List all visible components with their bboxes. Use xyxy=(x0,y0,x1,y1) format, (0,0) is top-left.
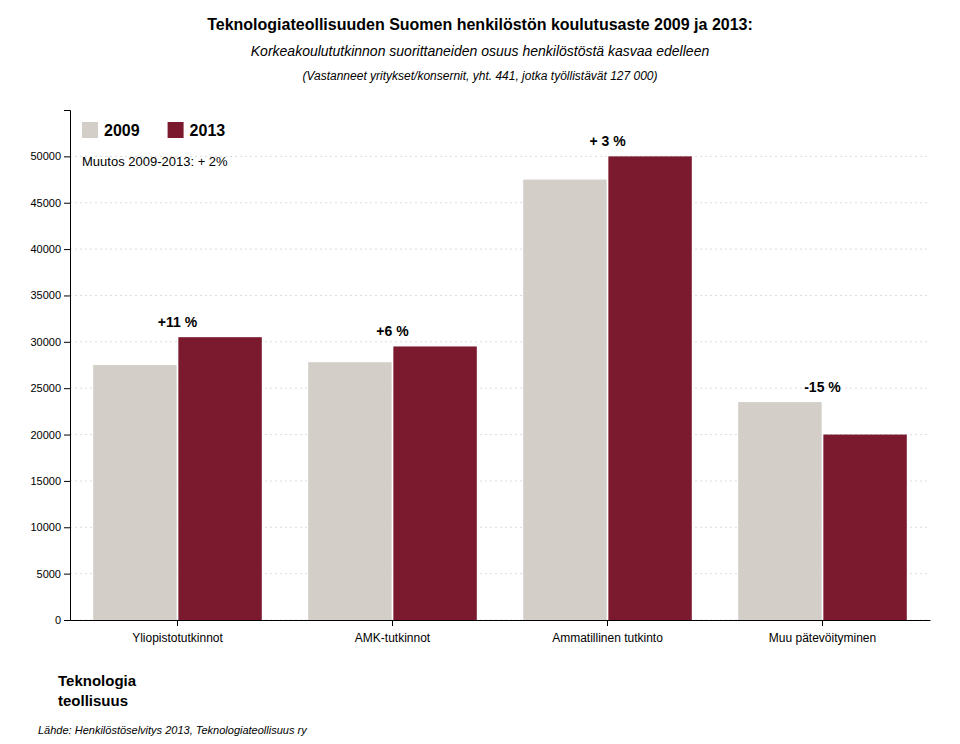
x-tick: Muu pätevöityminen xyxy=(769,620,876,645)
x-tick: AMK-tutkinnot xyxy=(355,620,431,645)
y-tick-mark xyxy=(64,342,70,343)
subtitle: Korkeakoulututkinnon suorittaneiden osuu… xyxy=(251,43,710,59)
y-tick-mark xyxy=(64,481,70,482)
title: Teknologiateollisuuden Suomen henkilöstö… xyxy=(207,16,753,33)
y-tick-label: 15000 xyxy=(30,475,61,487)
y-tick-mark xyxy=(64,203,70,204)
y-tick-mark xyxy=(64,156,70,157)
y-tick-mark xyxy=(64,527,70,528)
source: Lähde: Henkilöstöselvitys 2013, Teknolog… xyxy=(38,724,308,736)
change-label: +6 % xyxy=(376,323,409,339)
plot: 0 5000 10000 15000 20000 25000 30000 35000 40000… xyxy=(30,111,930,646)
y-tick: 20000 xyxy=(30,429,70,441)
x-axis: Yliopistotutkinnot AMK-tutkinnot Ammatilli… xyxy=(71,620,931,645)
bar xyxy=(308,362,391,620)
x-tick-mark xyxy=(822,620,823,626)
x-tick-mark xyxy=(392,620,393,626)
x-tick-label: AMK-tutkinnot xyxy=(355,631,431,645)
bar xyxy=(393,346,476,620)
footer-logo: Teknologia xyxy=(58,672,137,689)
subtitle: (Vastanneet yritykset/konsernit, yht. 44… xyxy=(302,69,657,83)
y-tick-mark xyxy=(64,574,70,575)
y-tick: 30000 xyxy=(30,336,70,348)
y-tick: 0 xyxy=(55,614,70,626)
grid-line xyxy=(70,295,930,296)
bar xyxy=(608,156,691,620)
x-tick-label: Yliopistotutkinnot xyxy=(132,631,223,645)
y-tick-label: 10000 xyxy=(30,521,61,533)
change-label: -15 % xyxy=(804,379,841,395)
x-tick-mark xyxy=(177,620,178,626)
x-tick: Ammatillinen tutkinto xyxy=(552,620,663,645)
y-tick-mark xyxy=(64,295,70,296)
change-labels: +11 % +6 % + 3 % -15 % xyxy=(158,133,841,395)
x-tick: Yliopistotutkinnot xyxy=(132,620,223,645)
change-label: +11 % xyxy=(158,314,198,330)
legend-label: 2009 xyxy=(104,122,140,139)
y-tick-label: 20000 xyxy=(30,429,61,441)
legend-item: 2013 xyxy=(168,122,226,139)
bar-series xyxy=(93,180,821,620)
legend-item: 2009 xyxy=(82,122,140,139)
y-tick-label: 50000 xyxy=(30,150,61,162)
y-tick-label: 0 xyxy=(55,614,61,626)
y-axis-line xyxy=(64,111,71,621)
y-tick-mark xyxy=(64,388,70,389)
x-tick-label: Ammatillinen tutkinto xyxy=(552,631,663,645)
grid-line xyxy=(70,249,930,250)
y-axis: 0 5000 10000 15000 20000 25000 30000 35000 40000… xyxy=(30,111,70,627)
y-tick-label: 40000 xyxy=(30,243,61,255)
bars xyxy=(93,156,907,620)
grid-line xyxy=(70,202,930,203)
bar xyxy=(823,435,906,620)
legend-label: 2013 xyxy=(190,122,226,139)
y-tick: 50000 xyxy=(30,150,70,162)
grid xyxy=(70,156,930,620)
bar xyxy=(738,402,821,620)
legend-swatch xyxy=(82,122,98,138)
y-tick-label: 45000 xyxy=(30,197,61,209)
x-axis-line xyxy=(71,620,931,621)
y-tick: 10000 xyxy=(30,521,70,533)
y-tick: 5000 xyxy=(37,568,70,580)
x-tick-mark xyxy=(607,620,608,626)
legend-swatch xyxy=(168,122,184,138)
y-tick: 25000 xyxy=(30,382,70,394)
bar xyxy=(93,365,176,620)
y-tick-mark xyxy=(64,435,70,436)
y-tick-label: 35000 xyxy=(30,289,61,301)
change-label: + 3 % xyxy=(589,133,626,149)
legend: 2009 2013 xyxy=(82,122,225,139)
y-tick: 40000 xyxy=(30,243,70,255)
note: Muutos 2009-2013: + 2% xyxy=(82,154,228,169)
x-tick-label: Muu pätevöityminen xyxy=(769,631,876,645)
y-tick-label: 5000 xyxy=(37,568,61,580)
footer-logo: teollisuus xyxy=(58,692,128,709)
y-tick-label: 25000 xyxy=(30,382,61,394)
y-tick-mark xyxy=(64,249,70,250)
y-tick: 35000 xyxy=(30,289,70,301)
y-tick-label: 30000 xyxy=(30,336,61,348)
chart: Teknologiateollisuuden Suomen henkilöstö… xyxy=(0,0,960,744)
bar xyxy=(178,337,261,620)
y-tick: 15000 xyxy=(30,475,70,487)
bar xyxy=(523,180,606,620)
y-tick-mark xyxy=(64,620,70,621)
y-tick: 45000 xyxy=(30,197,70,209)
bar-series xyxy=(178,156,906,620)
